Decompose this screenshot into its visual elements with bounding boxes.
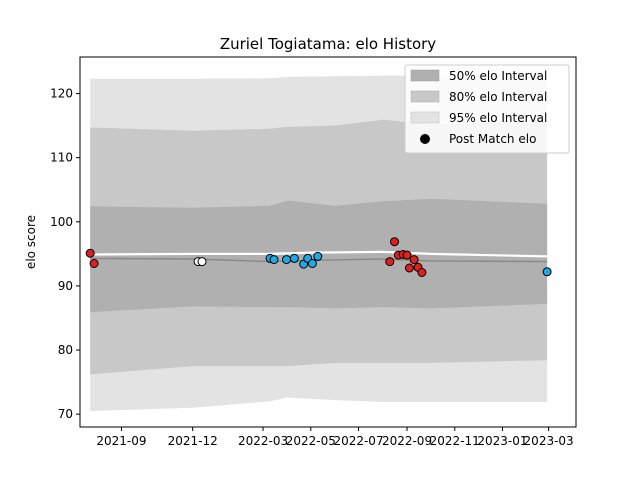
plot-area: [85, 75, 552, 411]
chart-title: Zuriel Togiatama: elo History: [220, 35, 436, 53]
x-tick-label: 2022-11: [430, 434, 480, 448]
x-tick-label: 2022-09: [382, 434, 432, 448]
legend-swatch-50: [410, 69, 440, 82]
x-axis-ticks: 2021-09 2021-12 2022-03 2022-05 2022-07 …: [96, 427, 574, 448]
legend-label-80: 80% elo Interval: [449, 90, 547, 104]
x-tick-label: 2023-01: [477, 434, 527, 448]
post-match-point: [417, 268, 427, 277]
legend-label-50: 50% elo Interval: [449, 69, 547, 83]
legend-swatch-80: [410, 90, 440, 103]
mean-line: [90, 250, 548, 258]
post-match-point: [282, 255, 291, 265]
x-tick-label: 2022-07: [333, 434, 383, 448]
post-match-point: [89, 259, 99, 268]
legend-swatch-95: [410, 111, 440, 124]
x-tick-label: 2022-03: [238, 434, 288, 448]
post-match-point: [197, 257, 207, 267]
y-axis-label: elo score: [24, 215, 38, 269]
legend-label-95: 95% elo Interval: [449, 111, 547, 125]
x-tick-label: 2022-05: [286, 434, 336, 448]
legend: 50% elo Interval 80% elo Interval 95% el…: [404, 64, 570, 154]
x-tick-label: 2021-12: [168, 434, 218, 448]
post-match-point: [409, 255, 419, 265]
y-tick-label: 70: [58, 407, 73, 421]
y-tick-label: 90: [58, 279, 73, 293]
post-match-point: [269, 255, 279, 265]
post-match-point: [390, 237, 399, 247]
post-match-point: [85, 248, 95, 258]
post-match-point: [402, 250, 412, 260]
legend-box: [404, 64, 570, 154]
legend-label-post-match: Post Match elo: [449, 132, 536, 146]
y-tick-label: 100: [50, 215, 73, 229]
post-match-point: [404, 263, 414, 273]
y-tick-label: 120: [50, 87, 73, 101]
y-tick-label: 110: [50, 151, 73, 165]
legend-marker-post-match: [420, 134, 430, 144]
post-match-point: [313, 251, 323, 261]
post-match-point: [542, 267, 552, 277]
post-match-point: [307, 259, 317, 268]
y-axis-ticks: 70 80 90 100 110 120: [50, 87, 80, 421]
post-match-point: [385, 257, 395, 267]
y-tick-label: 80: [58, 343, 73, 357]
x-tick-label: 2023-03: [524, 434, 574, 448]
x-tick-label: 2021-09: [96, 434, 146, 448]
post-match-point: [289, 253, 299, 263]
axes-frame: [79, 56, 577, 428]
